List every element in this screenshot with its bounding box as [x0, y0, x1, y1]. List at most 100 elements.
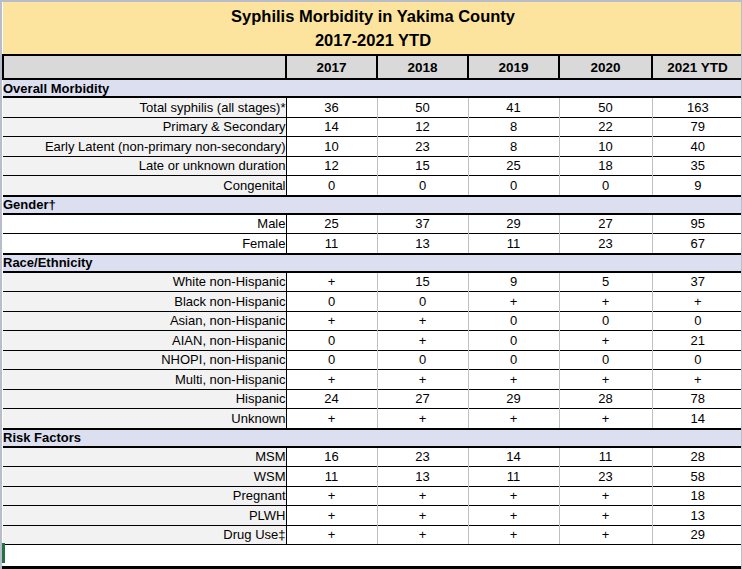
row-label[interactable]: WSM [3, 467, 286, 487]
cell-value[interactable]: 41 [468, 97, 559, 117]
row-label[interactable]: Asian, non-Hispanic [3, 311, 286, 331]
cell-value[interactable]: 29 [652, 525, 742, 545]
cell-value[interactable]: + [377, 311, 468, 331]
cell-value[interactable]: + [652, 292, 742, 312]
cell-value[interactable]: + [468, 486, 559, 506]
cell-value[interactable]: 0 [559, 350, 652, 370]
cell-value[interactable]: 35 [652, 156, 742, 176]
cell-value[interactable]: 0 [559, 311, 652, 331]
cell-value[interactable]: 40 [652, 137, 742, 157]
row-label[interactable]: Pregnant [3, 486, 286, 506]
row-label[interactable]: Congenital [3, 176, 286, 196]
cell-value[interactable]: 13 [377, 467, 468, 487]
cell-value[interactable]: 15 [377, 156, 468, 176]
cell-value[interactable]: 23 [377, 137, 468, 157]
cell-value[interactable]: 0 [652, 350, 742, 370]
cell-value[interactable]: 0 [286, 176, 377, 196]
row-label[interactable]: Late or unknown duration [3, 156, 286, 176]
cell-value[interactable]: 14 [652, 409, 742, 429]
cell-value[interactable]: + [377, 370, 468, 390]
cell-value[interactable]: + [286, 525, 377, 545]
cell-value[interactable]: + [559, 331, 652, 351]
cell-value[interactable]: + [559, 506, 652, 526]
cell-value[interactable]: 10 [286, 137, 377, 157]
row-label[interactable]: MSM [3, 447, 286, 467]
row-label[interactable]: PLWH [3, 506, 286, 526]
cell-value[interactable]: 0 [468, 311, 559, 331]
cell-value[interactable]: 23 [559, 467, 652, 487]
cell-value[interactable]: + [377, 506, 468, 526]
cell-value[interactable]: 18 [559, 156, 652, 176]
cell-value[interactable]: 11 [286, 234, 377, 254]
row-label[interactable]: Female [3, 234, 286, 254]
cell-value[interactable]: 28 [559, 389, 652, 409]
cell-value[interactable]: 21 [652, 331, 742, 351]
row-label[interactable]: Hispanic [3, 389, 286, 409]
cell-value[interactable]: 50 [377, 97, 468, 117]
row-label[interactable]: Black non-Hispanic [3, 292, 286, 312]
cell-value[interactable]: + [468, 506, 559, 526]
cell-value[interactable]: 79 [652, 117, 742, 137]
cell-value[interactable]: 23 [559, 234, 652, 254]
cell-value[interactable]: 0 [377, 292, 468, 312]
cell-value[interactable]: 25 [286, 214, 377, 234]
cell-value[interactable]: 29 [468, 214, 559, 234]
cell-value[interactable]: + [377, 331, 468, 351]
row-label[interactable]: Total syphilis (all stages)* [3, 97, 286, 117]
cell-value[interactable]: 0 [652, 311, 742, 331]
cell-value[interactable]: + [286, 370, 377, 390]
cell-value[interactable]: 9 [652, 176, 742, 196]
cell-value[interactable]: + [559, 292, 652, 312]
cell-value[interactable]: 0 [468, 331, 559, 351]
cell-value[interactable]: 0 [286, 331, 377, 351]
row-label[interactable]: White non-Hispanic [3, 272, 286, 292]
cell-value[interactable]: 0 [286, 350, 377, 370]
cell-value[interactable]: + [559, 486, 652, 506]
cell-value[interactable]: 0 [559, 176, 652, 196]
cell-value[interactable]: 18 [652, 486, 742, 506]
cell-value[interactable]: + [286, 506, 377, 526]
cell-value[interactable]: 22 [559, 117, 652, 137]
cell-value[interactable]: 14 [286, 117, 377, 137]
cell-value[interactable]: 95 [652, 214, 742, 234]
cell-value[interactable]: 36 [286, 97, 377, 117]
cell-value[interactable]: + [286, 486, 377, 506]
cell-value[interactable]: 0 [468, 176, 559, 196]
row-label[interactable]: Primary & Secondary [3, 117, 286, 137]
cell-value[interactable]: 13 [652, 506, 742, 526]
cell-value[interactable]: 0 [377, 350, 468, 370]
cell-value[interactable]: 0 [468, 350, 559, 370]
row-label[interactable]: Early Latent (non-primary non-secondary) [3, 137, 286, 157]
cell-value[interactable]: 15 [377, 272, 468, 292]
cell-value[interactable]: 9 [468, 272, 559, 292]
cell-value[interactable]: + [559, 370, 652, 390]
cell-value[interactable]: + [468, 525, 559, 545]
cell-value[interactable]: 78 [652, 389, 742, 409]
cell-value[interactable]: 13 [377, 234, 468, 254]
cell-value[interactable]: 27 [377, 389, 468, 409]
row-label[interactable]: Male [3, 214, 286, 234]
cell-value[interactable]: 5 [559, 272, 652, 292]
cell-value[interactable]: 163 [652, 97, 742, 117]
cell-value[interactable]: 67 [652, 234, 742, 254]
cell-value[interactable]: 12 [286, 156, 377, 176]
cell-value[interactable]: 0 [286, 292, 377, 312]
row-label[interactable]: Unknown [3, 409, 286, 429]
cell-value[interactable]: 37 [652, 272, 742, 292]
cell-value[interactable]: 11 [286, 467, 377, 487]
cell-value[interactable]: 11 [559, 447, 652, 467]
cell-value[interactable]: + [286, 272, 377, 292]
cell-value[interactable]: 0 [377, 176, 468, 196]
cell-value[interactable]: 23 [377, 447, 468, 467]
row-label[interactable]: Multi, non-Hispanic [3, 370, 286, 390]
row-label[interactable]: NHOPI, non-Hispanic [3, 350, 286, 370]
cell-value[interactable]: + [377, 525, 468, 545]
cell-value[interactable]: 14 [468, 447, 559, 467]
cell-value[interactable]: 8 [468, 117, 559, 137]
row-label[interactable]: AIAN, non-Hispanic [3, 331, 286, 351]
cell-value[interactable]: + [468, 409, 559, 429]
cell-value[interactable]: 11 [468, 234, 559, 254]
cell-value[interactable]: 25 [468, 156, 559, 176]
cell-value[interactable]: 37 [377, 214, 468, 234]
cell-value[interactable]: + [377, 486, 468, 506]
